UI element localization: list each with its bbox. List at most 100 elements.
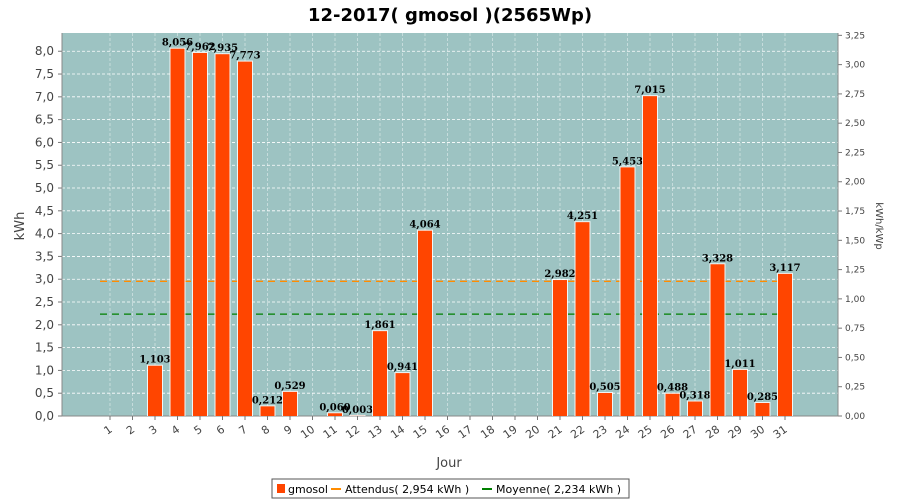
data-label: 7,773 bbox=[229, 51, 260, 62]
y-tick-label: 4,5 bbox=[35, 204, 54, 218]
y-tick-label: 7,0 bbox=[35, 90, 54, 104]
bar bbox=[665, 393, 680, 416]
bar bbox=[778, 273, 792, 416]
y2-tick-label: 2,50 bbox=[845, 119, 865, 129]
bar bbox=[395, 373, 410, 416]
x-tick-label: 28 bbox=[703, 423, 722, 442]
bar bbox=[643, 96, 657, 416]
bar bbox=[733, 369, 747, 416]
x-tick-label: 21 bbox=[546, 423, 565, 442]
bar bbox=[238, 61, 252, 416]
bar bbox=[575, 222, 590, 416]
data-label: 0,060 bbox=[319, 402, 350, 413]
x-tick-label: 6 bbox=[214, 423, 227, 438]
y2-tick-label: 0,25 bbox=[845, 383, 865, 393]
data-label: 1,861 bbox=[364, 320, 395, 331]
y2-tick-label: 2,75 bbox=[845, 90, 865, 100]
legend-box bbox=[271, 478, 630, 499]
y-tick-label: 8,0 bbox=[35, 44, 54, 58]
bar bbox=[215, 54, 230, 417]
y-tick-label: 1,0 bbox=[35, 363, 54, 377]
plot-area: 0,0 0,5 1,0 1,5 2,0 2,5 3,0 3,5 4,0 4,5 5,0 5,5 6,0 6… bbox=[35, 31, 865, 441]
y-tick-label: 6,5 bbox=[35, 113, 54, 127]
x-tick-label: 10 bbox=[298, 423, 317, 442]
y2-tick-label: 0,00 bbox=[845, 412, 865, 422]
y-axis-label: kWh bbox=[13, 212, 28, 241]
x-tick-label: 17 bbox=[456, 423, 475, 442]
legend-swatch-gmosol bbox=[277, 484, 285, 493]
y-tick-label: 0,0 bbox=[35, 409, 54, 423]
x-tick-label: 25 bbox=[636, 423, 655, 442]
x-tick-label: 30 bbox=[748, 423, 767, 442]
x-tick-label: 1 bbox=[102, 423, 115, 438]
x-tick-label: 8 bbox=[259, 423, 272, 438]
y2-tick-label: 1,75 bbox=[845, 207, 865, 217]
bar bbox=[620, 167, 635, 416]
y-tick-label: 3,0 bbox=[35, 272, 54, 286]
x-tick-label: 18 bbox=[478, 423, 497, 442]
bar bbox=[193, 52, 207, 417]
x-tick-label: 11 bbox=[321, 423, 340, 442]
data-label: 8,056 bbox=[162, 38, 193, 49]
data-label: 0,505 bbox=[589, 382, 620, 393]
data-label: 4,064 bbox=[409, 220, 440, 231]
bar bbox=[148, 365, 162, 416]
x-tick-label: 14 bbox=[388, 423, 407, 442]
x-tick-label: 27 bbox=[681, 423, 700, 442]
data-label: 0,488 bbox=[657, 383, 688, 394]
data-label: 3,328 bbox=[702, 253, 733, 264]
data-label: 4,251 bbox=[567, 211, 598, 222]
y-tick-label: 5,5 bbox=[35, 158, 54, 172]
x-tick-label: 3 bbox=[147, 423, 160, 438]
y-tick-label: 5,0 bbox=[35, 181, 54, 195]
legend-label-moyenne: Moyenne( 2,234 kWh ) bbox=[496, 483, 621, 496]
x-tick-label: 31 bbox=[771, 423, 790, 442]
y-tick-label: 7,5 bbox=[35, 67, 54, 81]
x-tick-label: 19 bbox=[501, 423, 520, 442]
y-tick-label: 4,0 bbox=[35, 227, 54, 241]
y-tick-label: 2,0 bbox=[35, 318, 54, 332]
legend: gmosol Attendus( 2,954 kWh ) Moyenne( 2,… bbox=[271, 478, 630, 499]
x-tick-label: 13 bbox=[366, 423, 385, 442]
data-label: 0,212 bbox=[252, 395, 283, 406]
y2-tick-label: 3,00 bbox=[845, 61, 865, 71]
data-label: 3,117 bbox=[769, 263, 800, 274]
data-label: 0,003 bbox=[342, 405, 373, 416]
data-label: 0,941 bbox=[387, 362, 418, 373]
bar bbox=[553, 280, 567, 416]
bar bbox=[598, 392, 612, 416]
legend-label-attendus: Attendus( 2,954 kWh ) bbox=[345, 483, 469, 496]
y2-tick-label: 3,25 bbox=[845, 31, 865, 41]
x-axis-label: Jour bbox=[435, 456, 462, 471]
y2-tick-label: 1,25 bbox=[845, 266, 865, 276]
x-tick-label: 7 bbox=[237, 423, 250, 438]
y2-tick-label: 0,50 bbox=[845, 353, 865, 363]
data-label: 0,285 bbox=[747, 392, 778, 403]
data-label: 0,529 bbox=[274, 381, 305, 392]
y-tick-label: 2,5 bbox=[35, 295, 54, 309]
bar bbox=[710, 264, 725, 416]
x-tick-label: 24 bbox=[613, 423, 632, 442]
bar bbox=[418, 230, 432, 416]
legend-label-gmosol: gmosol bbox=[288, 483, 328, 496]
y-tick-label: 3,5 bbox=[35, 249, 54, 263]
bar bbox=[373, 331, 387, 416]
y2-tick-label: 0,75 bbox=[845, 324, 865, 334]
data-label: 7,962 bbox=[184, 42, 215, 53]
data-label: 1,011 bbox=[724, 359, 755, 370]
y2-axis-label: kWh/kWp bbox=[873, 202, 884, 249]
y2-tick-label: 2,25 bbox=[845, 148, 865, 158]
x-tick-label: 26 bbox=[658, 423, 677, 442]
x-tick-label: 9 bbox=[282, 423, 295, 438]
x-tick-label: 29 bbox=[726, 423, 745, 442]
x-tick-label: 5 bbox=[192, 423, 205, 438]
x-tick-label: 12 bbox=[343, 423, 362, 442]
data-label: 2,982 bbox=[544, 269, 575, 280]
bar bbox=[755, 403, 770, 416]
y-tick-label: 1,5 bbox=[35, 341, 54, 355]
data-label: 7,935 bbox=[207, 43, 238, 54]
x-tick-label: 22 bbox=[568, 423, 587, 442]
x-tick-label: 16 bbox=[433, 423, 452, 442]
